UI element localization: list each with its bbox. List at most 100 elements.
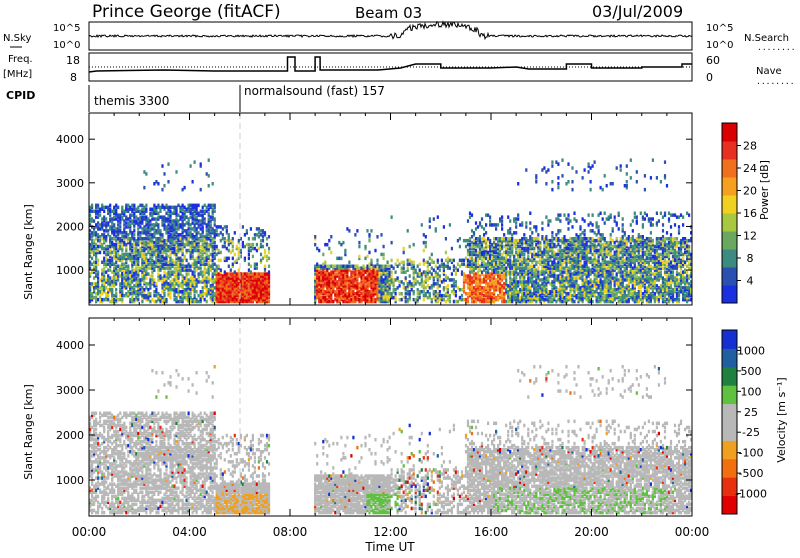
echo-cell bbox=[182, 231, 184, 235]
echo-cell bbox=[202, 257, 204, 261]
echo-cell bbox=[196, 278, 198, 282]
echo-cell bbox=[588, 296, 590, 300]
echo-cell bbox=[147, 263, 149, 267]
echo-cell bbox=[121, 231, 123, 235]
echo-cell bbox=[97, 280, 99, 284]
echo-cell bbox=[210, 239, 212, 243]
echo-cell bbox=[123, 263, 125, 267]
echo-cell bbox=[423, 233, 425, 237]
echo-cell bbox=[119, 298, 121, 302]
echo-cell bbox=[565, 276, 567, 280]
nsky-label: N.Sky bbox=[3, 33, 31, 44]
echo-cell bbox=[354, 233, 356, 237]
echo-cell bbox=[117, 213, 119, 217]
echo-cell bbox=[521, 266, 523, 270]
echo-cell bbox=[184, 210, 186, 214]
echo-cell bbox=[425, 241, 427, 245]
echo-cell bbox=[501, 300, 503, 304]
echo-cell bbox=[523, 233, 525, 237]
echo-cell bbox=[350, 270, 352, 274]
echo-cell bbox=[429, 225, 431, 229]
echo-cell bbox=[101, 217, 103, 221]
echo-cell bbox=[131, 255, 133, 259]
echo-cell bbox=[557, 298, 559, 302]
echo-cell bbox=[575, 170, 577, 174]
nsearch-legend-dots: ........ bbox=[757, 43, 796, 52]
echo-cell bbox=[107, 221, 109, 225]
echo-cell bbox=[413, 276, 415, 280]
echo-cell bbox=[107, 268, 109, 272]
echo-cell bbox=[137, 249, 139, 253]
echo-cell bbox=[429, 263, 431, 267]
echo-cell bbox=[179, 257, 181, 261]
echo-cell bbox=[101, 298, 103, 302]
echo-cell bbox=[210, 243, 212, 247]
echo-cell bbox=[537, 282, 539, 286]
echo-cell bbox=[196, 298, 198, 302]
echo-cell bbox=[326, 243, 328, 247]
echo-cell bbox=[481, 241, 483, 245]
echo-cell bbox=[569, 261, 571, 265]
echo-cell bbox=[425, 270, 427, 274]
echo-cell bbox=[579, 225, 581, 229]
echo-cell bbox=[543, 298, 545, 302]
echo-cell bbox=[198, 300, 200, 304]
echo-cell bbox=[260, 272, 262, 276]
echo-cell bbox=[214, 278, 216, 282]
echo-cell bbox=[543, 166, 545, 170]
echo-cell bbox=[212, 259, 214, 263]
echo-cell bbox=[499, 237, 501, 241]
echo-cell bbox=[567, 274, 569, 278]
echo-cell bbox=[531, 253, 533, 257]
echo-cell bbox=[569, 298, 571, 302]
echo-cell bbox=[125, 274, 127, 278]
echo-cell bbox=[155, 221, 157, 225]
echo-cell bbox=[509, 270, 511, 274]
echo-cell bbox=[314, 276, 316, 280]
echo-cell bbox=[123, 210, 125, 214]
echo-cell bbox=[374, 298, 376, 302]
station-title: Prince George (fitACF) bbox=[92, 2, 281, 22]
echo-cell bbox=[433, 296, 435, 300]
echo-cell bbox=[415, 282, 417, 286]
echo-cell bbox=[204, 217, 206, 221]
echo-cell bbox=[133, 233, 135, 237]
echo-cell bbox=[125, 265, 127, 269]
echo-cell bbox=[139, 241, 141, 245]
echo-cell bbox=[175, 278, 177, 282]
echo-cell bbox=[125, 221, 127, 225]
echo-cell bbox=[135, 282, 137, 286]
echo-cell bbox=[366, 265, 368, 269]
echo-cell bbox=[182, 266, 184, 270]
echo-cell bbox=[461, 294, 463, 298]
echo-cell bbox=[380, 233, 382, 237]
echo-cell bbox=[204, 284, 206, 288]
echo-cell bbox=[256, 272, 258, 276]
echo-cell bbox=[254, 263, 256, 267]
echo-cell bbox=[405, 292, 407, 296]
echo-cell bbox=[266, 255, 268, 259]
echo-cell bbox=[147, 272, 149, 276]
echo-cell bbox=[413, 290, 415, 294]
echo-cell bbox=[525, 263, 527, 267]
echo-cell bbox=[521, 272, 523, 276]
echo-cell bbox=[256, 263, 258, 267]
echo-cell bbox=[563, 261, 565, 265]
echo-cell bbox=[517, 245, 519, 249]
echo-cell bbox=[157, 212, 159, 216]
echo-cell bbox=[569, 294, 571, 298]
echo-cell bbox=[493, 237, 495, 241]
cpid-label: CPID bbox=[6, 89, 35, 102]
echo-cell bbox=[519, 259, 521, 263]
echo-cell bbox=[497, 237, 499, 241]
echo-cell bbox=[206, 206, 208, 210]
echo-cell bbox=[125, 215, 127, 219]
echo-cell bbox=[91, 231, 93, 235]
echo-cell bbox=[397, 286, 399, 290]
echo-cell bbox=[192, 221, 194, 225]
echo-cell bbox=[563, 247, 565, 251]
echo-cell bbox=[511, 270, 513, 274]
echo-cell bbox=[268, 300, 270, 304]
echo-cell bbox=[491, 276, 493, 280]
echo-cell bbox=[427, 268, 429, 272]
